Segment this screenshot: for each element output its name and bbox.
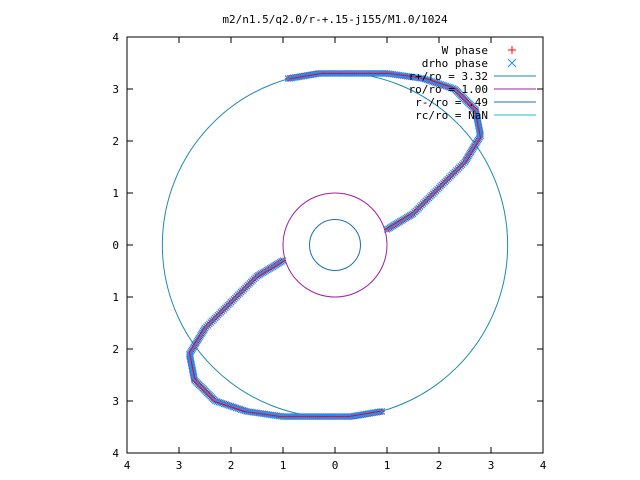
y-tick-label: 0 <box>112 239 119 252</box>
legend-label: W phase <box>442 44 488 57</box>
drho-phase-mark <box>284 75 292 83</box>
y-tick-label: 3 <box>112 395 119 408</box>
chart-title: m2/n1.5/q2.0/r-+.15-j155/M1.0/1024 <box>222 13 448 26</box>
x-tick-label: 4 <box>124 459 131 472</box>
circle-ro-ro <box>282 192 388 298</box>
legend-label: drho phase <box>422 57 488 70</box>
x-tick-label: 4 <box>540 459 547 472</box>
legend-label: r-/ro = .49 <box>415 96 488 109</box>
x-tick-label: 1 <box>384 459 391 472</box>
y-tick-label: 1 <box>112 291 119 304</box>
y-tick-label: 4 <box>112 447 119 460</box>
legend-label: r+/ro = 3.32 <box>409 70 488 83</box>
drho-phase-mark <box>378 407 386 415</box>
legend-label: rc/ro = NaN <box>415 109 488 122</box>
reference-circles <box>161 71 509 419</box>
y-tick-label: 2 <box>112 343 119 356</box>
x-tick-label: 3 <box>176 459 183 472</box>
phase-points <box>185 69 485 421</box>
y-tick-label: 3 <box>112 83 119 96</box>
y-tick-label: 1 <box>112 187 119 200</box>
y-tick-label: 4 <box>112 31 119 44</box>
data-point <box>284 75 292 83</box>
legend-label: ro/ro = 1.00 <box>409 83 488 96</box>
circle-r--ro <box>309 219 361 271</box>
x-tick-label: 2 <box>228 459 235 472</box>
x-tick-label: 1 <box>280 459 287 472</box>
circle-r--ro <box>161 71 509 419</box>
x-tick-label: 2 <box>436 459 443 472</box>
data-point <box>378 407 386 415</box>
x-tick-label: 0 <box>332 459 339 472</box>
x-tick-label: 3 <box>488 459 495 472</box>
legend-swatch-drho-phase <box>507 58 517 68</box>
y-tick-label: 2 <box>112 135 119 148</box>
